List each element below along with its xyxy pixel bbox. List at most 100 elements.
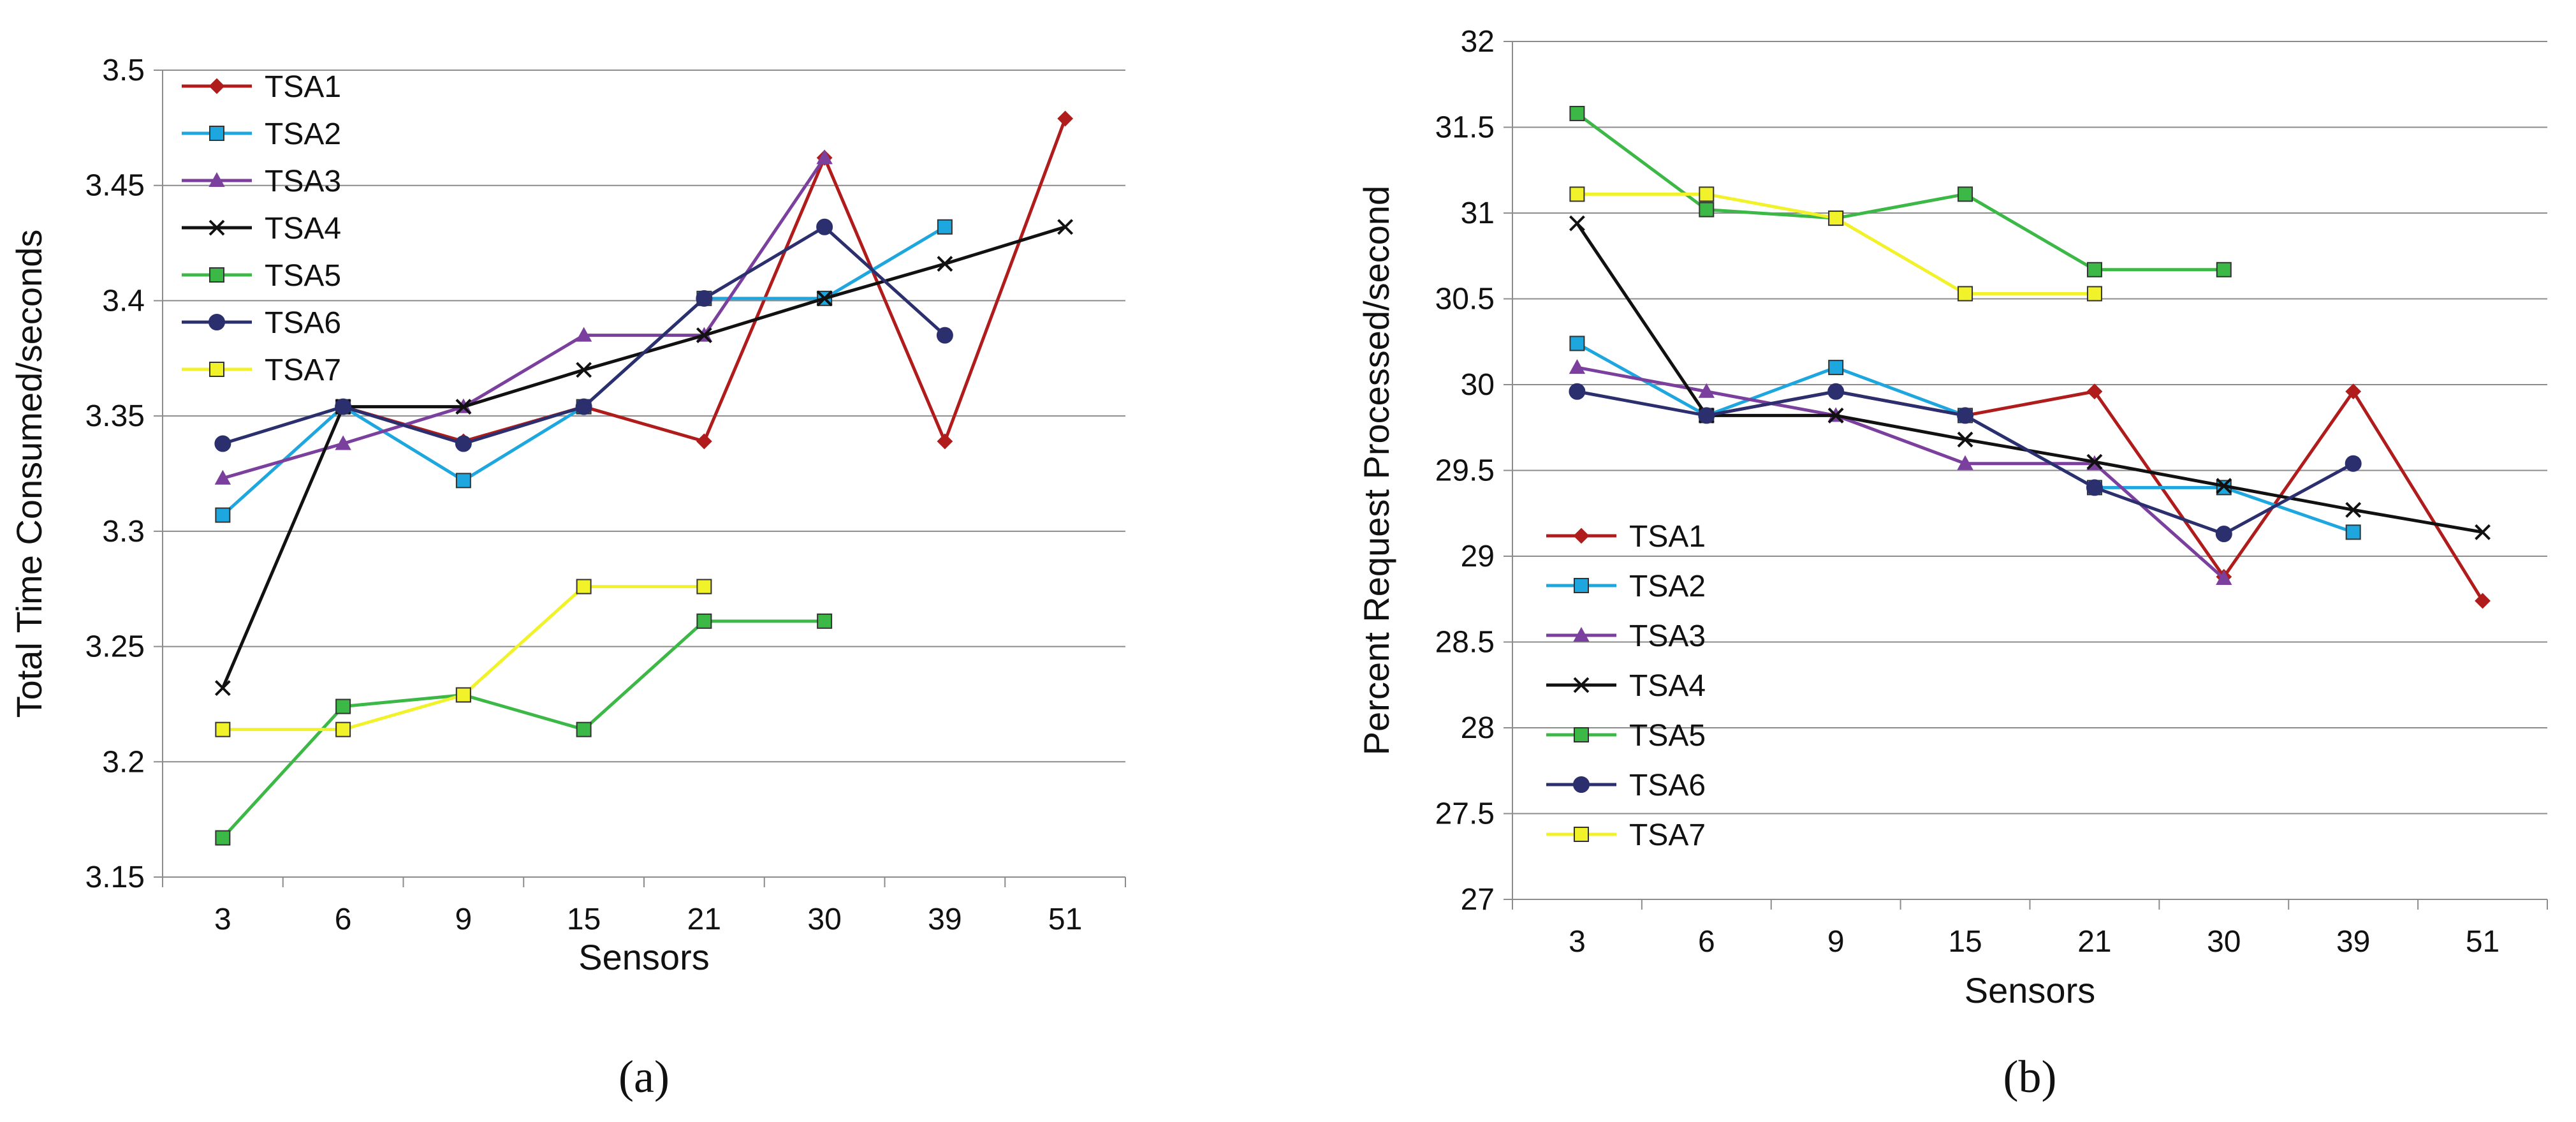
data-point [575, 327, 592, 342]
data-point [1957, 431, 1973, 448]
data-point [455, 473, 471, 489]
data-point [1957, 455, 1973, 470]
legend-swatch-marker [1573, 677, 1590, 693]
data-point [2216, 478, 2232, 494]
figure-caption: (b) [2003, 1051, 2057, 1102]
data-point [1569, 336, 1585, 351]
data-point [2345, 455, 2362, 472]
x-tick-label: 39 [2336, 925, 2370, 959]
y-tick-label: 3.15 [85, 860, 145, 894]
legend-label: TSA6 [265, 306, 341, 340]
data-point [1569, 383, 1586, 400]
data-point [215, 507, 231, 523]
legend-label: TSA4 [265, 212, 341, 246]
data-point [2475, 524, 2491, 540]
data-point [2216, 262, 2232, 277]
data-point [2086, 262, 2102, 277]
data-point [2086, 383, 2103, 400]
y-tick-label: 30 [1461, 368, 1495, 402]
y-tick-label: 3.2 [102, 745, 145, 779]
data-point [2345, 501, 2362, 518]
data-point [816, 218, 833, 235]
y-tick-label: 3.3 [102, 515, 145, 549]
data-point [2086, 479, 2103, 496]
legend-label: TSA7 [265, 353, 341, 387]
x-tick-label: 51 [1048, 903, 1082, 936]
data-point [816, 149, 833, 165]
y-tick-label: 30.5 [1435, 283, 1495, 316]
data-point [817, 613, 833, 629]
y-tick-label: 3.4 [102, 284, 145, 318]
data-point [1958, 186, 1973, 202]
legend: TSA1 TSA2 TSA3 TSA4 TSA5 TSA6 TSA7 [1546, 520, 1706, 852]
figure-caption: (a) [618, 1051, 670, 1102]
legend-item-tsa2: TSA2 [182, 117, 341, 151]
data-point [455, 687, 471, 703]
data-point [1569, 186, 1585, 202]
legend-swatch-marker [209, 314, 225, 330]
series-tsa5 [1569, 105, 2232, 277]
y-tick-label: 28 [1461, 711, 1495, 745]
data-point [937, 433, 953, 450]
series-tsa4 [214, 219, 1074, 697]
data-point [696, 433, 712, 450]
legend-swatch-marker [209, 362, 224, 377]
x-tick-label: 3 [214, 903, 231, 936]
y-tick-label: 31.5 [1435, 111, 1495, 145]
data-point [696, 613, 712, 629]
data-point [1827, 408, 1844, 424]
data-point [1699, 186, 1715, 202]
data-point [1698, 383, 1715, 398]
data-point [2216, 570, 2232, 585]
series-line-tsa3 [1576, 365, 2225, 580]
x-axis-title: Sensors [1965, 970, 2095, 1010]
legend-item-tsa5: TSA5 [182, 259, 341, 293]
legend-item-tsa3: TSA3 [1546, 619, 1706, 653]
series-line-tsa4 [221, 225, 1066, 689]
x-tick-label: 9 [1827, 925, 1845, 959]
legend-swatch-marker [1573, 626, 1590, 642]
x-tick-label: 39 [928, 903, 962, 936]
data-point [214, 469, 231, 485]
legend: TSA1 TSA2 TSA3 TSA4 TSA5 TSA6 TSA7 [182, 70, 341, 387]
data-point [1057, 110, 1074, 127]
data-point [576, 721, 592, 737]
legend-swatch-marker [1574, 578, 1589, 593]
series-line-tsa5 [1576, 112, 2224, 272]
y-axis-title: Percent Request Processed/second [1356, 186, 1396, 755]
y-tick-label: 3.25 [85, 630, 145, 664]
data-point [1828, 210, 1844, 226]
legend-item-tsa1: TSA1 [182, 70, 341, 104]
series-tsa6 [1569, 383, 2362, 543]
data-point [2086, 286, 2102, 302]
legend-label: TSA3 [265, 165, 341, 198]
legend-item-tsa1: TSA1 [1546, 520, 1706, 554]
legend-label: TSA2 [1629, 570, 1706, 603]
y-tick-label: 3.5 [102, 54, 145, 87]
x-axis-title: Sensors [578, 937, 709, 977]
x-tick-label: 6 [335, 903, 352, 936]
data-point [1569, 215, 1585, 232]
data-point [455, 399, 472, 415]
y-tick-label: 3.35 [85, 399, 145, 433]
data-point [215, 721, 231, 737]
legend-label: TSA5 [1629, 719, 1706, 753]
data-point [1699, 202, 1715, 218]
legend-label: TSA1 [1629, 520, 1706, 554]
data-point [1569, 105, 1585, 121]
data-point [2215, 526, 2232, 543]
data-point [2475, 593, 2491, 609]
data-point [575, 398, 592, 415]
legend-item-tsa6: TSA6 [1546, 769, 1706, 802]
data-point [696, 579, 712, 594]
legend-label: TSA5 [265, 259, 341, 293]
legend-item-tsa2: TSA2 [1546, 570, 1706, 603]
y-tick-label: 29 [1461, 540, 1495, 573]
x-tick-label: 15 [567, 903, 601, 936]
legend-item-tsa6: TSA6 [182, 306, 341, 340]
legend-label: TSA6 [1629, 769, 1706, 802]
data-point [1828, 360, 1844, 376]
series-tsa7 [215, 579, 712, 737]
x-tick-label: 30 [2207, 925, 2241, 959]
